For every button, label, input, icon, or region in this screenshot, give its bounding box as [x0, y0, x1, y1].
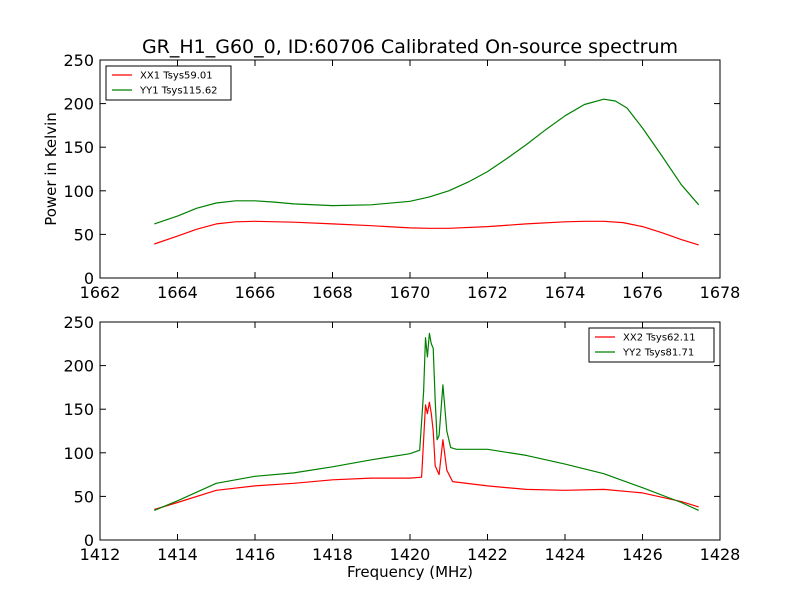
top-y-tick-label: 200 — [63, 95, 94, 114]
bottom-legend-box — [588, 327, 715, 363]
bottom-x-axis-title: Frequency (MHz) — [347, 563, 473, 581]
bottom-plot: 1412 1414 1416 1418 1420 1422 1424 1426 1428 0 50 1… — [63, 313, 740, 581]
top-series-line-2 — [154, 98, 700, 225]
bottom-legend: XX2 Tsys62.11 YY2 Tsys81.71 — [588, 327, 715, 363]
top-legend-box — [105, 65, 232, 101]
top-plot: 1662 1664 1666 1668 1670 1672 1674 1676 1678 0 50 1… — [42, 51, 740, 302]
bottom-x-tick-label: 1424 — [545, 545, 586, 564]
top-y-tick-label: 0 — [84, 269, 94, 288]
top-x-tick-label: 1668 — [312, 283, 353, 302]
top-x-tick-label: 1666 — [235, 283, 276, 302]
bottom-series-line-1 — [154, 401, 699, 511]
bottom-y-tick-label: 0 — [84, 531, 94, 550]
bottom-x-tick-label: 1414 — [157, 545, 198, 564]
top-y-tick-label: 250 — [63, 51, 94, 70]
top-x-tick-label: 1662 — [80, 283, 121, 302]
bottom-y-tick-label: 100 — [63, 444, 94, 463]
bottom-legend-label-1: XX2 Tsys62.11 — [623, 333, 696, 344]
bottom-y-tick-label: 150 — [63, 400, 94, 419]
bottom-legend-label-2: YY2 Tsys81.71 — [622, 348, 694, 359]
top-x-tick-label: 1670 — [390, 283, 431, 302]
bottom-x-tick-label: 1422 — [467, 545, 508, 564]
top-x-tick-label: 1664 — [157, 283, 198, 302]
bottom-x-tick-label: 1428 — [700, 545, 741, 564]
top-legend-label-1: XX1 Tsys59.01 — [140, 71, 213, 82]
top-y-tick-label: 100 — [63, 182, 94, 201]
bottom-series-line-2 — [154, 332, 699, 511]
top-x-tick-label: 1676 — [622, 283, 663, 302]
top-x-tick-label: 1674 — [545, 283, 586, 302]
top-legend-label-2: YY1 Tsys115.62 — [139, 86, 218, 97]
top-series-line-1 — [154, 220, 699, 246]
bottom-y-tick-label: 250 — [63, 313, 94, 332]
bottom-x-tick-label: 1416 — [235, 545, 276, 564]
top-y-tick-label: 150 — [63, 138, 94, 157]
bottom-y-tick-label: 50 — [74, 487, 94, 506]
top-x-tick-label: 1672 — [467, 283, 508, 302]
figure-title: GR_H1_G60_0, ID:60706 Calibrated On-sour… — [142, 36, 678, 58]
top-y-tick-label: 50 — [74, 225, 94, 244]
bottom-x-tick-label: 1420 — [390, 545, 431, 564]
bottom-x-tick-label: 1418 — [312, 545, 353, 564]
top-legend: XX1 Tsys59.01 YY1 Tsys115.62 — [105, 65, 232, 101]
bottom-x-tick-label: 1412 — [80, 545, 121, 564]
bottom-x-tick-label: 1426 — [622, 545, 663, 564]
bottom-y-tick-label: 200 — [63, 357, 94, 376]
top-y-axis-title: Power in Kelvin — [42, 112, 60, 226]
top-x-tick-label: 1678 — [700, 283, 741, 302]
